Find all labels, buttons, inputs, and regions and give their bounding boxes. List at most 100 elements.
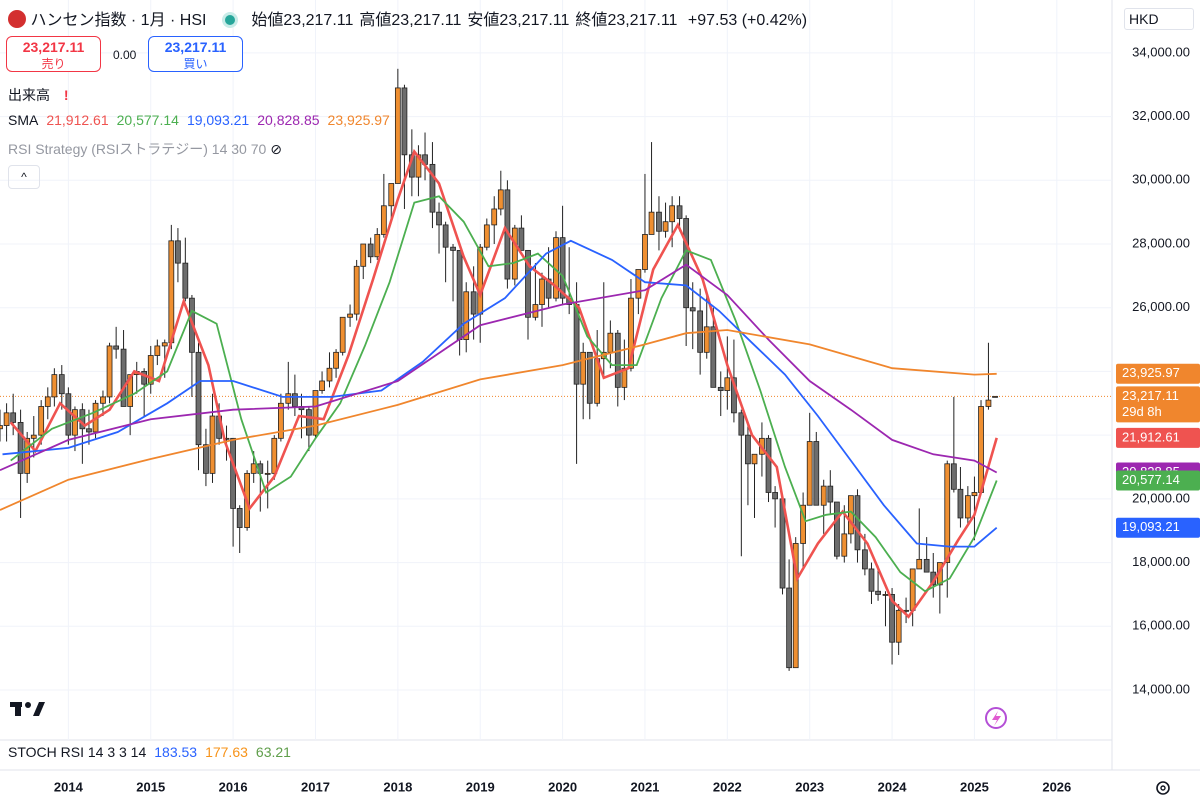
candle-body xyxy=(559,237,566,299)
candle-body xyxy=(51,374,58,398)
candle-body xyxy=(813,441,820,506)
candle-body xyxy=(882,594,889,596)
candle-body xyxy=(339,316,346,353)
candle-body xyxy=(127,374,134,407)
price-tag xyxy=(1116,470,1200,491)
buy-button[interactable]: 23,217.11 買い xyxy=(148,36,243,72)
candle-body xyxy=(497,189,504,210)
symbol-title[interactable]: ハンセン指数 · 1月 · HSI xyxy=(30,12,207,29)
candle-body xyxy=(113,345,120,350)
candle-body xyxy=(868,568,875,592)
stoch-value: 177.63 xyxy=(205,744,248,760)
candle-body xyxy=(745,434,751,465)
currency-box[interactable]: HKD xyxy=(1124,8,1194,30)
stoch-label[interactable]: STOCH RSI 14 3 3 14 xyxy=(8,744,147,760)
x-tick-label: 2014 xyxy=(54,779,84,794)
candle-body xyxy=(635,269,642,299)
stoch-legend: STOCH RSI 14 3 3 14 183.53 177.63 63.21 xyxy=(8,744,291,760)
candle-body xyxy=(10,412,17,423)
candle-body xyxy=(306,409,312,436)
candle-body xyxy=(312,390,319,436)
candle-body xyxy=(923,558,930,573)
buy-price: 23,217.11 xyxy=(164,39,227,55)
candle-body xyxy=(875,590,881,595)
rsi-strategy-label[interactable]: RSI Strategy (RSIストラテジー) 14 30 70 xyxy=(8,141,267,157)
candle-body xyxy=(751,453,758,465)
candle-body xyxy=(792,543,799,669)
collapse-button[interactable]: ^ xyxy=(8,165,40,189)
candle-body xyxy=(380,205,387,235)
candle-body xyxy=(648,211,655,235)
candle-body xyxy=(195,351,202,446)
sma-label[interactable]: SMA xyxy=(8,112,39,128)
sma-line xyxy=(0,329,997,511)
x-tick-label: 2020 xyxy=(548,779,577,794)
price-tag xyxy=(1116,427,1200,448)
ohlc-value: 23,217.11 xyxy=(607,12,678,29)
hidden-icon[interactable]: ⊘ xyxy=(270,141,282,157)
sell-button[interactable]: 23,217.11 売り xyxy=(6,36,101,72)
candle-body xyxy=(683,218,690,309)
candle-body xyxy=(703,326,710,353)
candle-body xyxy=(862,549,868,570)
candle-body xyxy=(106,345,113,398)
volume-label[interactable]: 出来高 xyxy=(8,87,50,103)
price-tag-label: 20,577.14 xyxy=(1122,472,1180,487)
candles xyxy=(0,68,998,671)
candle-body xyxy=(971,492,978,497)
candle-body xyxy=(374,234,381,258)
candle-body xyxy=(738,412,745,436)
candle-body xyxy=(141,371,148,385)
market-status xyxy=(224,15,235,25)
candle-body xyxy=(992,395,998,398)
candle-body xyxy=(367,243,374,258)
candle-body xyxy=(175,240,181,264)
price-tag-label: 21,912.61 xyxy=(1122,429,1180,444)
y-tick-label: 18,000.00 xyxy=(1132,554,1190,569)
candle-body xyxy=(120,348,127,407)
candle-body xyxy=(326,367,333,382)
candle-body xyxy=(24,437,31,474)
x-tick-label: 2019 xyxy=(466,779,495,794)
candle-body xyxy=(347,313,353,318)
candle-body xyxy=(203,444,209,474)
candle-body xyxy=(820,485,827,506)
lightning-icon[interactable] xyxy=(985,707,1007,729)
candle-body xyxy=(250,463,257,474)
candle-body xyxy=(950,463,957,490)
y-tick-label: 28,000.00 xyxy=(1132,235,1190,250)
sma-value: 23,925.97 xyxy=(327,112,390,128)
ohlc-value: 23,217.11 xyxy=(499,12,570,29)
x-tick-label: 2026 xyxy=(1042,779,1071,794)
tv-logo xyxy=(10,702,45,716)
candle-body xyxy=(621,367,628,388)
candle-body xyxy=(271,437,278,474)
sma-value: 21,912.61 xyxy=(46,112,109,128)
y-tick-label: 32,000.00 xyxy=(1132,108,1190,123)
candle-body xyxy=(731,377,737,414)
ohlc-label: 終値 xyxy=(575,12,608,29)
stoch-value: 183.53 xyxy=(154,744,198,760)
price-tag xyxy=(1116,386,1200,423)
stoch-value: 63.21 xyxy=(255,744,291,760)
candle-body xyxy=(3,412,10,426)
sma-line xyxy=(2,239,998,548)
ohlc-value: 23,217.11 xyxy=(283,12,354,29)
candle-body xyxy=(285,393,292,404)
spread: 0.00 xyxy=(113,48,137,62)
candle-body xyxy=(450,246,456,251)
candle-body xyxy=(30,434,37,439)
sma-value: 19,093.21 xyxy=(186,112,250,128)
candle-body xyxy=(614,332,621,388)
candle-body xyxy=(916,558,923,570)
warning-icon[interactable]: ! xyxy=(63,87,69,103)
candle-body xyxy=(676,205,683,219)
y-tick-label: 20,000.00 xyxy=(1132,490,1190,505)
candle-body xyxy=(642,234,648,270)
candle-body xyxy=(436,211,442,226)
candle-body xyxy=(765,437,772,493)
sma-value: 20,577.14 xyxy=(116,112,179,128)
candle-body xyxy=(72,409,78,436)
settings-icon[interactable] xyxy=(1156,781,1170,795)
candle-body xyxy=(388,183,395,207)
